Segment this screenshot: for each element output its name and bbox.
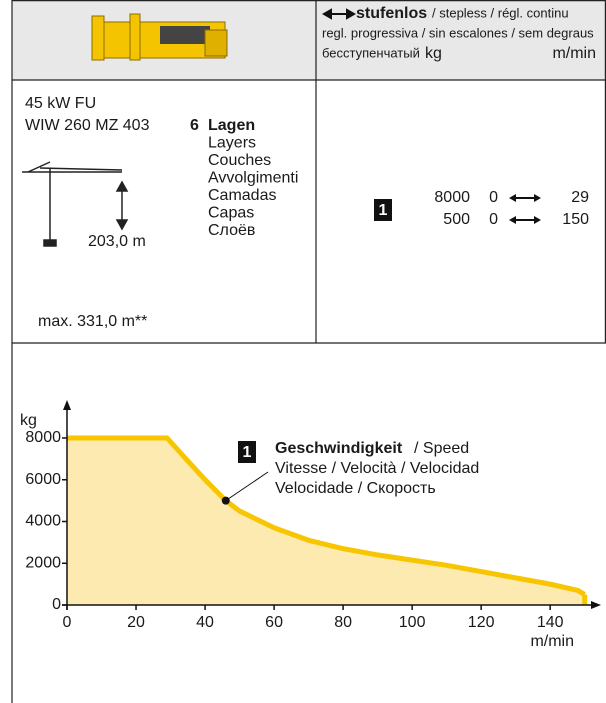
x-tick-label: 120 bbox=[468, 614, 495, 631]
load: 8000 bbox=[434, 189, 470, 206]
y-tick-label: 4000 bbox=[25, 513, 61, 530]
layers-count: 6 bbox=[190, 117, 199, 134]
arrow-head bbox=[534, 194, 541, 202]
layer-label: Avvolgimenti bbox=[208, 170, 298, 187]
layer-label: Слоёв bbox=[208, 222, 255, 239]
annotation-text: Vitesse / Velocità / Velocidad bbox=[275, 460, 479, 477]
x-tick-label: 0 bbox=[63, 614, 72, 631]
y-axis-label: kg bbox=[20, 412, 37, 429]
layer-label: Couches bbox=[208, 152, 271, 169]
axis-arrow bbox=[63, 400, 71, 410]
x-tick-label: 20 bbox=[127, 614, 145, 631]
badge-label: 1 bbox=[379, 202, 388, 219]
y-tick-label: 8000 bbox=[25, 429, 61, 446]
header-unit: m/min bbox=[552, 45, 596, 62]
axis-arrow bbox=[591, 601, 601, 609]
x-tick-label: 40 bbox=[196, 614, 214, 631]
header-text: бесступенчатый bbox=[322, 45, 420, 60]
speed-max: 150 bbox=[562, 211, 589, 228]
layers: LagenLayersCouchesAvvolgimentiCamadasCap… bbox=[208, 117, 298, 239]
spec-max: max. 331,0 m** bbox=[38, 313, 147, 330]
layer-label: Layers bbox=[208, 135, 256, 152]
arrow-head bbox=[534, 216, 541, 224]
speed-min: 0 bbox=[489, 211, 498, 228]
annotation-title: Geschwindigkeit bbox=[275, 440, 403, 457]
layer-label: Lagen bbox=[208, 117, 255, 134]
badge-label: 1 bbox=[243, 444, 252, 461]
load: 500 bbox=[443, 211, 470, 228]
x-tick-label: 140 bbox=[537, 614, 564, 631]
x-tick-label: 60 bbox=[265, 614, 283, 631]
layer-label: Capas bbox=[208, 205, 254, 222]
header-text: regl. progressiva / sin escalones / sem … bbox=[322, 25, 594, 40]
header-text: / stepless / régl. continu bbox=[432, 5, 569, 20]
y-tick-label: 2000 bbox=[25, 554, 61, 571]
header-unit: kg bbox=[425, 45, 442, 62]
chart: 0 2000 4000 6000 8000 0 20 40 60 80 100 120 140 kg m/m… bbox=[20, 400, 601, 650]
annotation-text: / Speed bbox=[414, 440, 469, 457]
speed-table: 8000 0 29 500 0 150 bbox=[434, 189, 589, 228]
y-tick-label: 6000 bbox=[25, 471, 61, 488]
annotation-text: Velocidade / Скорость bbox=[275, 480, 436, 497]
spec-power: 45 kW FU bbox=[25, 95, 96, 112]
arrow-head bbox=[509, 216, 516, 224]
arrow-head bbox=[509, 194, 516, 202]
speed-min: 0 bbox=[489, 189, 498, 206]
x-tick-label: 100 bbox=[399, 614, 426, 631]
layer-label: Camadas bbox=[208, 187, 276, 204]
page: stufenlos / stepless / régl. continu reg… bbox=[0, 0, 606, 703]
y-tick-label: 0 bbox=[52, 596, 61, 613]
spec-winch: WIW 260 MZ 403 bbox=[25, 117, 150, 134]
x-axis-label: m/min bbox=[530, 633, 574, 650]
spec-height: 203,0 m bbox=[88, 233, 146, 250]
leader bbox=[226, 472, 268, 501]
header-stepless: stufenlos bbox=[356, 5, 427, 22]
speed-max: 29 bbox=[571, 189, 589, 206]
x-tick-label: 80 bbox=[334, 614, 352, 631]
